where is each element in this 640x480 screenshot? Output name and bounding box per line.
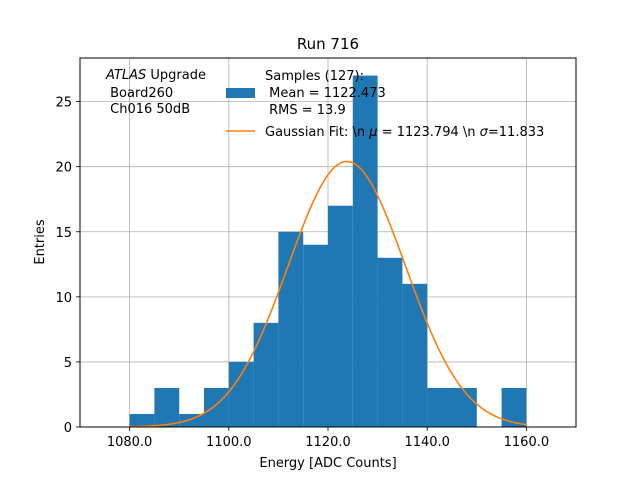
legend-samples-line-1: Samples (127): (265, 69, 364, 84)
x-tick-label-0: 1080.0 (107, 435, 153, 450)
legend: Samples (127): Mean = 1122.473 RMS = 13.… (226, 69, 544, 140)
legend-gaussian-suffix: =11.833 (488, 125, 544, 140)
histogram-bar-4 (228, 361, 254, 427)
atlas-annotation: ATLAS Upgrade Board260 Ch016 50dB (105, 68, 206, 117)
x-tick-label-3: 1140.0 (404, 435, 450, 450)
x-tick-label-1: 1100.0 (206, 435, 252, 450)
annotation-upgrade: Upgrade (146, 68, 206, 83)
histogram-bar-7 (303, 244, 328, 427)
gaussian-curve-layer (129, 160, 527, 428)
histogram-bar-5 (253, 322, 279, 427)
x-tick-label-4: 1160.0 (504, 435, 550, 450)
histogram-bar-6 (278, 231, 304, 427)
legend-gaussian-mid: = 1123.794 \n (378, 125, 480, 140)
histogram-bar-1 (154, 387, 180, 427)
annotation-atlas: ATLAS (105, 68, 146, 83)
y-tick-label-4: 20 (55, 161, 72, 176)
histogram-bar-0 (129, 413, 155, 427)
histogram-bars (129, 75, 527, 428)
gaussian-fit-curve (129, 160, 527, 428)
y-tick-label-0: 0 (64, 421, 72, 436)
histogram-bar-15 (501, 387, 527, 427)
x-axis-ticks: 1080.0 1100.0 1120.0 1140.0 1160.0 (107, 427, 549, 450)
histogram-bar-12 (427, 387, 452, 427)
annotation-line-2: Board260 (106, 86, 173, 101)
histogram-bar-9 (352, 75, 378, 428)
y-tick-label-2: 10 (55, 291, 72, 306)
y-axis-ticks: 0 5 10 15 20 25 (55, 96, 80, 436)
annotation-line-3: Ch016 50dB (106, 102, 190, 117)
histogram-bar-3 (204, 387, 229, 427)
y-axis-label: Entries (33, 219, 48, 265)
legend-swatch-samples (226, 88, 255, 98)
annotation-line-1: ATLAS Upgrade (105, 68, 206, 83)
legend-sigma-symbol: σ (480, 125, 489, 140)
y-tick-label-3: 15 (55, 226, 72, 241)
chart-title: Run 716 (297, 35, 359, 53)
x-tick-label-2: 1120.0 (305, 435, 351, 450)
legend-samples-line-2: Mean = 1122.473 (265, 86, 386, 101)
histogram-bar-13 (452, 387, 477, 427)
histogram-bar-8 (328, 205, 353, 427)
legend-samples-line-3: RMS = 13.9 (265, 103, 346, 118)
histogram-bar-10 (377, 257, 403, 427)
legend-gaussian-text: Gaussian Fit: \n μ = 1123.794 \n σ=11.83… (265, 125, 544, 140)
x-axis-label: Energy [ADC Counts] (259, 456, 396, 471)
legend-gaussian-prefix: Gaussian Fit: \n (265, 125, 369, 140)
y-tick-label-5: 25 (55, 96, 72, 111)
y-tick-label-1: 5 (64, 356, 72, 371)
legend-mu-symbol: μ (368, 125, 377, 140)
histogram-bar-11 (402, 283, 428, 427)
